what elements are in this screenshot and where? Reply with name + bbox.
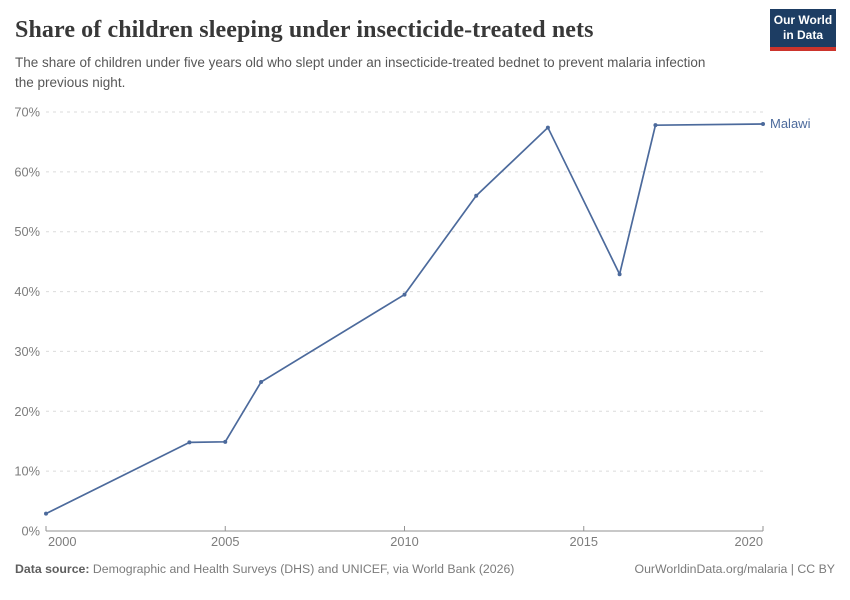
- data-point[interactable]: [187, 440, 192, 445]
- data-point[interactable]: [617, 272, 622, 277]
- chart-header: Share of children sleeping under insecti…: [0, 0, 850, 92]
- x-tick-label: 2005: [211, 534, 239, 549]
- line-chart[interactable]: 0% 10% 20% 30% 40% 50% 60% 70% 2000 2005 2010 2015 2…: [0, 95, 850, 557]
- data-point[interactable]: [402, 292, 407, 297]
- data-source-text: Demographic and Health Surveys (DHS) and…: [92, 562, 515, 576]
- x-tick-label: 2015: [570, 534, 598, 549]
- y-tick-label: 40%: [14, 284, 40, 299]
- data-line-malawi[interactable]: [45, 123, 764, 515]
- y-tick-label: 70%: [14, 105, 40, 120]
- owid-logo-line2: in Data: [782, 28, 823, 42]
- x-tick-label: 2020: [735, 534, 763, 549]
- x-tick-label: 2000: [48, 534, 76, 549]
- owid-logo: Our World in Data: [770, 9, 836, 51]
- y-tick-label: 20%: [14, 404, 40, 419]
- page-subtitle: The share of children under five years o…: [15, 55, 706, 90]
- data-point[interactable]: [474, 193, 479, 198]
- data-point[interactable]: [653, 123, 658, 128]
- y-tick-label: 50%: [14, 224, 40, 239]
- chart-area: 0% 10% 20% 30% 40% 50% 60% 70% 2000 2005 2010 2015 2…: [0, 95, 850, 562]
- data-source-label: Data source:: [15, 562, 90, 576]
- data-point[interactable]: [259, 379, 264, 384]
- data-source: Data source: Demographic and Health Surv…: [15, 562, 514, 576]
- chart-footer: Data source: Demographic and Health Surv…: [0, 562, 850, 576]
- data-point[interactable]: [223, 439, 228, 444]
- data-point[interactable]: [545, 125, 550, 130]
- y-tick-label: 10%: [14, 464, 40, 479]
- page-title: Share of children sleeping under insecti…: [15, 17, 594, 43]
- series-label[interactable]: Malawi: [770, 116, 811, 131]
- y-tick-label: 30%: [14, 344, 40, 359]
- y-tick-label: 0%: [22, 524, 41, 539]
- data-point[interactable]: [44, 511, 48, 516]
- data-point[interactable]: [761, 121, 765, 126]
- y-tick-label: 60%: [14, 164, 40, 179]
- owid-logo-line1: Our World: [773, 13, 833, 27]
- credit-link[interactable]: OurWorldinData.org/malaria | CC BY: [634, 562, 835, 576]
- x-tick-label: 2010: [390, 534, 418, 549]
